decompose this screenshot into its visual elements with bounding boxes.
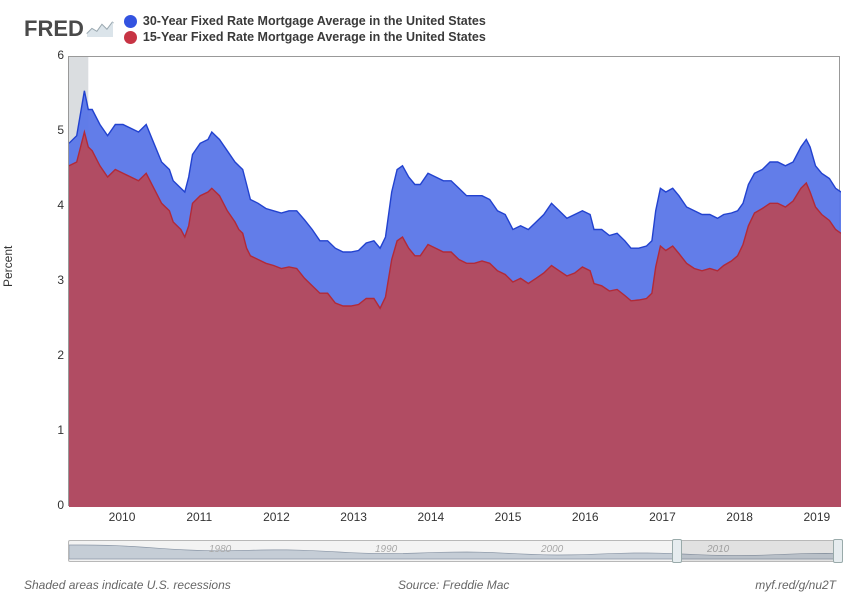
ytick-2: 2 bbox=[34, 348, 64, 362]
legend-swatch-30yr bbox=[124, 15, 137, 28]
logo-chart-icon bbox=[86, 20, 116, 38]
xtick-2011: 2011 bbox=[186, 510, 212, 524]
xtick-2017: 2017 bbox=[649, 510, 676, 524]
legend-swatch-15yr bbox=[124, 31, 137, 44]
share-url: myf.red/g/nu2T bbox=[755, 578, 836, 592]
legend-label-15yr: 15-Year Fixed Rate Mortgage Average in t… bbox=[143, 30, 486, 44]
mini-label-2000: 2000 bbox=[541, 544, 563, 555]
y-axis-label: Percent bbox=[1, 246, 15, 287]
range-window[interactable] bbox=[677, 541, 837, 561]
ytick-4: 4 bbox=[34, 198, 64, 212]
chart-plot-area[interactable] bbox=[68, 56, 840, 506]
legend-series-30yr[interactable]: 30-Year Fixed Rate Mortgage Average in t… bbox=[124, 14, 486, 28]
chart-footer: Shaded areas indicate U.S. recessions So… bbox=[24, 578, 836, 592]
ytick-6: 6 bbox=[34, 48, 64, 62]
xtick-2016: 2016 bbox=[572, 510, 599, 524]
xtick-2018: 2018 bbox=[726, 510, 753, 524]
range-handle-right[interactable] bbox=[833, 539, 843, 563]
source-text: Source: Freddie Mac bbox=[398, 578, 509, 592]
range-selector[interactable]: 1980 1990 2000 2010 bbox=[68, 540, 840, 562]
xtick-2015: 2015 bbox=[495, 510, 522, 524]
ytick-3: 3 bbox=[34, 273, 64, 287]
xtick-2019: 2019 bbox=[803, 510, 830, 524]
mini-label-1980: 1980 bbox=[209, 544, 231, 555]
ytick-5: 5 bbox=[34, 123, 64, 137]
chart-svg bbox=[69, 57, 841, 507]
ytick-0: 0 bbox=[34, 498, 64, 512]
ytick-1: 1 bbox=[34, 423, 64, 437]
xtick-2013: 2013 bbox=[340, 510, 367, 524]
mini-label-1990: 1990 bbox=[375, 544, 397, 555]
legend: 30-Year Fixed Rate Mortgage Average in t… bbox=[124, 14, 486, 44]
legend-series-15yr[interactable]: 15-Year Fixed Rate Mortgage Average in t… bbox=[124, 30, 486, 44]
logo-text: FRED bbox=[24, 16, 84, 42]
xtick-2012: 2012 bbox=[263, 510, 290, 524]
fred-logo: FRED bbox=[24, 16, 116, 42]
xtick-2010: 2010 bbox=[109, 510, 136, 524]
xtick-2014: 2014 bbox=[417, 510, 444, 524]
chart-header: FRED 30-Year Fixed Rate Mortgage Average… bbox=[24, 16, 836, 56]
range-handle-left[interactable] bbox=[672, 539, 682, 563]
legend-label-30yr: 30-Year Fixed Rate Mortgage Average in t… bbox=[143, 14, 486, 28]
recession-note: Shaded areas indicate U.S. recessions bbox=[24, 578, 231, 592]
